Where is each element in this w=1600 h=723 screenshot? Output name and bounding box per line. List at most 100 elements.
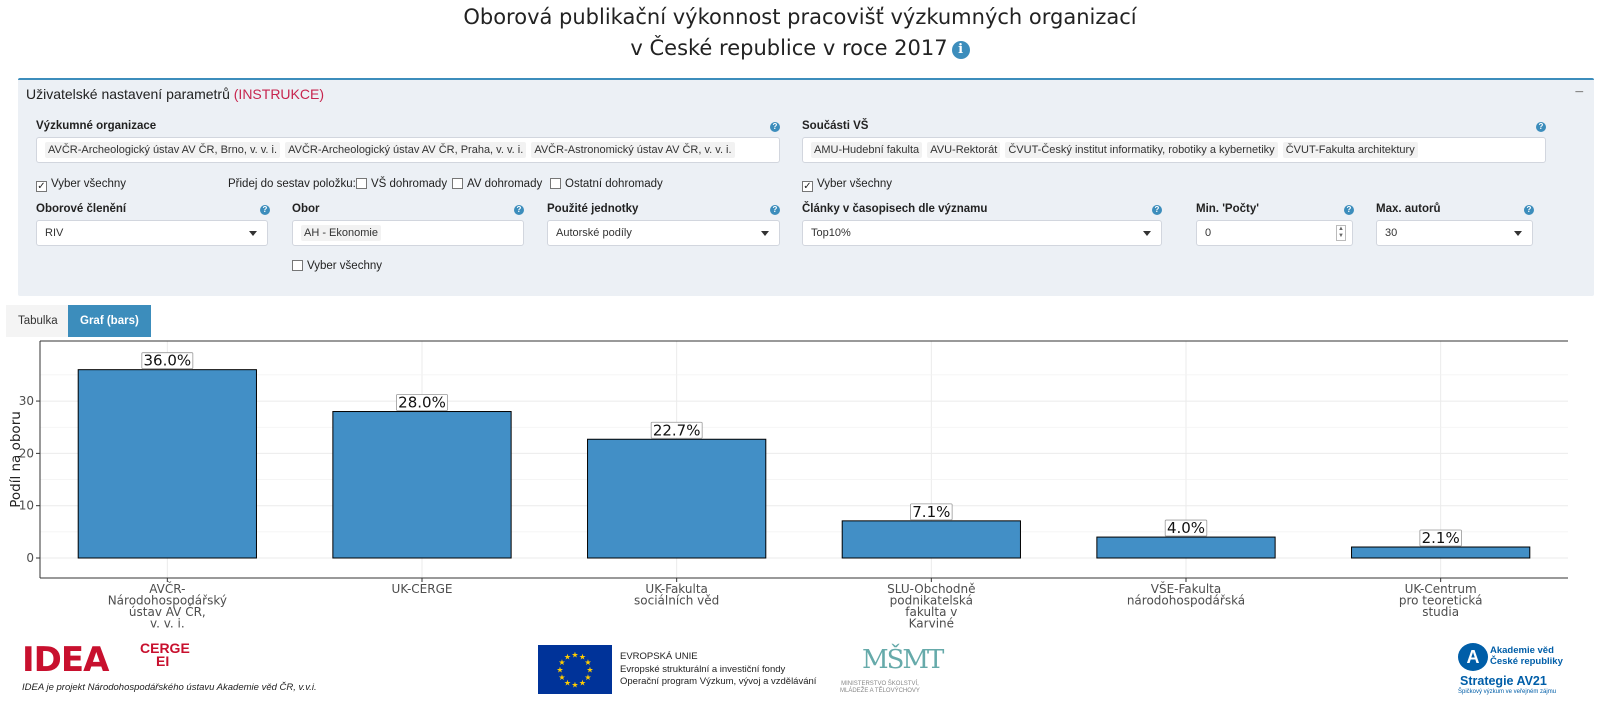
- x-tick-label: fakulta v: [905, 605, 957, 619]
- x-tick-label: VŠE-Fakulta: [1151, 581, 1221, 596]
- checkbox-checked[interactable]: ✓: [802, 181, 813, 192]
- articles-label: Články v časopisech dle významu: [802, 203, 988, 215]
- select-all-parts-checkbox[interactable]: ✓ Vyber všechny: [802, 178, 892, 192]
- add-vs-checkbox[interactable]: VŠ dohromady: [356, 177, 447, 191]
- checkbox[interactable]: [356, 178, 367, 189]
- star-icon: ★: [564, 678, 571, 687]
- data-label-box: [1164, 519, 1208, 537]
- chevron-down-icon: [761, 231, 769, 236]
- bar-chart: 0 10 20 30 Podíl na oboru 36.0% AVČR-Národohos…: [8, 340, 1568, 631]
- y-axis-label: Podíl na oboru: [8, 411, 24, 508]
- idea-caption: IDEA je projekt Národohospodářského ústa…: [22, 682, 317, 693]
- add-av-checkbox[interactable]: AV dohromady: [452, 177, 542, 191]
- org-chip[interactable]: AVČR-Astronomický ústav AV ČR, v. v. i.: [531, 142, 735, 158]
- part-chip[interactable]: AVU-Rektorát: [927, 142, 1001, 158]
- bar: [841, 520, 1021, 559]
- field-division-select[interactable]: RIV: [36, 220, 268, 246]
- idea-logo: IDEA: [22, 640, 109, 680]
- star-icon: ★: [584, 658, 591, 667]
- x-tick-label: pro teoretická: [1399, 594, 1483, 608]
- y-tick-label: 0: [26, 551, 34, 565]
- x-tick-label: v. v. i.: [150, 617, 185, 631]
- data-label: 36.0%: [144, 352, 192, 370]
- research-orgs-select[interactable]: AVČR-Archeologický ústav AV ČR, Brno, v.…: [36, 137, 780, 163]
- x-tick-label: AVČR-: [149, 581, 185, 596]
- univ-parts-select[interactable]: AMU-Hudební fakulta AVU-Rektorát ČVUT-Če…: [802, 137, 1546, 163]
- checkbox[interactable]: [452, 178, 463, 189]
- min-counts-label: Min. 'Počty': [1196, 203, 1259, 215]
- bar: [1096, 536, 1276, 559]
- av-tagline: Špičkový výzkum ve veřejném zájmu: [1458, 689, 1557, 695]
- units-select[interactable]: Autorské podíly: [547, 220, 780, 246]
- collapse-button[interactable]: −: [1574, 84, 1584, 101]
- av-logo-icon: A: [1458, 643, 1488, 671]
- cerge-logo: CERGE EI: [140, 640, 190, 669]
- data-label-box: [141, 352, 194, 370]
- x-tick-label: UK-CERGE: [392, 582, 453, 596]
- bar: [77, 369, 257, 559]
- checkbox[interactable]: [292, 260, 303, 271]
- field-division-label: Oborové členění: [36, 203, 127, 215]
- max-authors-select[interactable]: 30: [1376, 220, 1533, 246]
- x-tick-label: UK-Fakulta: [645, 582, 707, 596]
- data-label: 28.0%: [398, 394, 446, 412]
- help-icon[interactable]: ?: [260, 205, 270, 215]
- tab-graph[interactable]: Graf (bars): [68, 305, 151, 337]
- star-icon: ★: [564, 653, 571, 662]
- research-orgs-label: Výzkumné organizace: [36, 120, 157, 132]
- data-label: 7.1%: [912, 503, 950, 521]
- help-icon[interactable]: ?: [1524, 205, 1534, 215]
- help-icon[interactable]: ?: [1152, 205, 1162, 215]
- star-icon: ★: [584, 673, 591, 682]
- help-icon[interactable]: ?: [1536, 122, 1546, 132]
- help-icon[interactable]: ?: [770, 122, 780, 132]
- stepper-icon[interactable]: ▲ ▼: [1336, 225, 1346, 241]
- x-tick-label: studia: [1422, 605, 1459, 619]
- x-tick-label: Národohospodářský: [108, 594, 227, 608]
- field-chip[interactable]: AH - Ekonomie: [301, 225, 381, 241]
- part-chip[interactable]: AMU-Hudební fakulta: [811, 142, 923, 158]
- field-select[interactable]: AH - Ekonomie: [292, 220, 524, 246]
- data-label-box: [910, 503, 953, 521]
- x-tick-label: národohospodářská: [1127, 594, 1245, 608]
- x-tick-label: UK-Centrum: [1405, 582, 1477, 596]
- select-all-orgs-checkbox[interactable]: ✓ Vyber všechny: [36, 178, 126, 192]
- instructions-link[interactable]: (INSTRUKCE): [233, 86, 324, 102]
- title-line-2: v České republice v roce 2017 i: [0, 33, 1600, 64]
- select-all-fields-checkbox[interactable]: Vyber všechny: [292, 259, 382, 273]
- part-chip[interactable]: ČVUT-Český institut informatiky, robotik…: [1005, 142, 1278, 158]
- data-label: 4.0%: [1167, 519, 1205, 537]
- x-tick-label: podnikatelská: [890, 594, 973, 608]
- data-label-box: [650, 421, 703, 439]
- checkbox[interactable]: [550, 178, 561, 189]
- data-label-box: [396, 394, 448, 411]
- tab-table[interactable]: Tabulka: [6, 305, 70, 337]
- info-icon[interactable]: i: [951, 41, 970, 59]
- msmt-logo: MŠMT: [862, 645, 944, 675]
- data-label-box: [1419, 529, 1462, 547]
- chevron-down-icon: [1514, 231, 1522, 236]
- x-tick-label: ústav AV ČR,: [129, 604, 206, 619]
- org-chip[interactable]: AVČR-Archeologický ústav AV ČR, Praha, v…: [285, 142, 527, 158]
- univ-parts-label: Součásti VŠ: [802, 120, 869, 132]
- add-to-sets-label: Přidej do sestav položku:: [228, 178, 356, 190]
- star-icon: ★: [571, 651, 578, 660]
- eu-flag-icon: ★ ★★★★★★★★★★★: [538, 645, 612, 694]
- help-icon[interactable]: ?: [770, 205, 780, 215]
- add-other-checkbox[interactable]: Ostatní dohromady: [550, 177, 663, 191]
- star-icon: ★: [558, 658, 565, 667]
- help-icon[interactable]: ?: [514, 205, 524, 215]
- bar: [332, 411, 512, 559]
- y-tick-label: 10: [19, 499, 34, 513]
- y-tick-label: 20: [19, 446, 34, 460]
- min-counts-input[interactable]: 0 ▲ ▼: [1196, 220, 1353, 246]
- checkbox-checked[interactable]: ✓: [36, 181, 47, 192]
- org-chip[interactable]: AVČR-Archeologický ústav AV ČR, Brno, v.…: [45, 142, 281, 158]
- help-icon[interactable]: ?: [1344, 205, 1354, 215]
- part-chip[interactable]: ČVUT-Fakulta architektury: [1282, 142, 1418, 158]
- av-name: Akademie věd České republiky: [1490, 645, 1563, 667]
- x-tick-label: SLU-Obchodně: [887, 582, 975, 596]
- chevron-down-icon: [1143, 231, 1151, 236]
- articles-select[interactable]: Top10%: [802, 220, 1162, 246]
- max-authors-label: Max. autorů: [1376, 203, 1441, 215]
